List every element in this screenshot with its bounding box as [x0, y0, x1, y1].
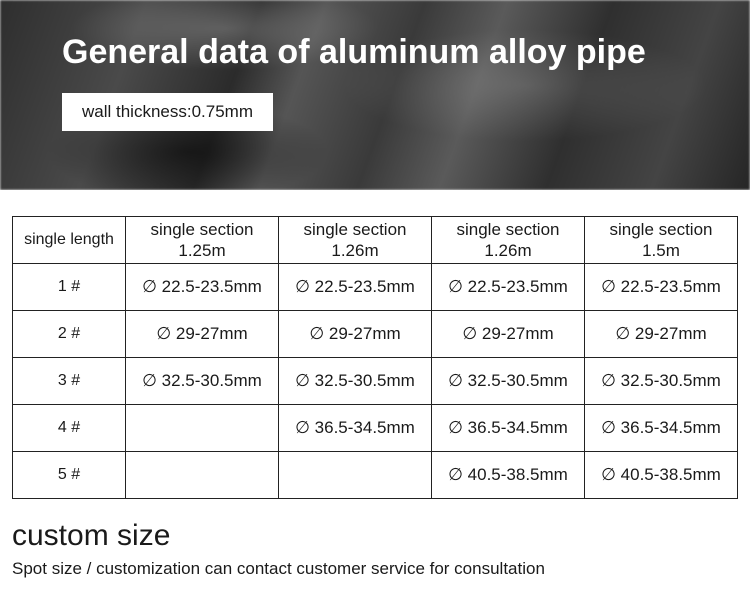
cell: ∅ 22.5-23.5mm	[126, 264, 279, 311]
cell: ∅ 32.5-30.5mm	[432, 358, 585, 405]
cell	[126, 452, 279, 499]
cell: ∅ 36.5-34.5mm	[585, 405, 738, 452]
thickness-chip: wall thickness:0.75mm	[62, 93, 273, 131]
row-label: 5 #	[13, 452, 126, 499]
cell: ∅ 40.5-38.5mm	[585, 452, 738, 499]
col-header-value: 1.25m	[130, 240, 274, 261]
cell: ∅ 32.5-30.5mm	[279, 358, 432, 405]
cell	[126, 405, 279, 452]
cell: ∅ 36.5-34.5mm	[432, 405, 585, 452]
cell: ∅ 36.5-34.5mm	[279, 405, 432, 452]
table-row: 4 # ∅ 36.5-34.5mm ∅ 36.5-34.5mm ∅ 36.5-3…	[13, 405, 738, 452]
row-label: 4 #	[13, 405, 126, 452]
cell: ∅ 22.5-23.5mm	[585, 264, 738, 311]
cell: ∅ 22.5-23.5mm	[432, 264, 585, 311]
table-header-row: single length single section 1.25m singl…	[13, 217, 738, 264]
col-header-value: 1.26m	[436, 240, 580, 261]
table-row: 1 # ∅ 22.5-23.5mm ∅ 22.5-23.5mm ∅ 22.5-2…	[13, 264, 738, 311]
cell: ∅ 29-27mm	[585, 311, 738, 358]
spec-table: single length single section 1.25m singl…	[12, 216, 738, 499]
row-label: 2 #	[13, 311, 126, 358]
row-label: 3 #	[13, 358, 126, 405]
page-title: General data of aluminum alloy pipe	[0, 0, 750, 73]
col-header-prefix: single section	[130, 219, 274, 240]
row-header-cell: single length	[13, 217, 126, 264]
footer: custom size Spot size / customization ca…	[0, 499, 750, 591]
spec-table-wrap: single length single section 1.25m singl…	[0, 190, 750, 499]
col-header: single section 1.5m	[585, 217, 738, 264]
cell: ∅ 29-27mm	[432, 311, 585, 358]
row-label: 1 #	[13, 264, 126, 311]
cell: ∅ 40.5-38.5mm	[432, 452, 585, 499]
cell: ∅ 32.5-30.5mm	[126, 358, 279, 405]
col-header-value: 1.26m	[283, 240, 427, 261]
col-header: single section 1.26m	[432, 217, 585, 264]
cell: ∅ 29-27mm	[279, 311, 432, 358]
table-row: 5 # ∅ 40.5-38.5mm ∅ 40.5-38.5mm	[13, 452, 738, 499]
col-header: single section 1.25m	[126, 217, 279, 264]
col-header-prefix: single section	[436, 219, 580, 240]
cell: ∅ 29-27mm	[126, 311, 279, 358]
footer-title: custom size	[12, 519, 738, 553]
col-header-value: 1.5m	[589, 240, 733, 261]
table-row: 3 # ∅ 32.5-30.5mm ∅ 32.5-30.5mm ∅ 32.5-3…	[13, 358, 738, 405]
cell: ∅ 32.5-30.5mm	[585, 358, 738, 405]
col-header-prefix: single section	[283, 219, 427, 240]
footer-subtitle: Spot size / customization can contact cu…	[12, 559, 738, 579]
cell: ∅ 22.5-23.5mm	[279, 264, 432, 311]
col-header-prefix: single section	[589, 219, 733, 240]
table-row: 2 # ∅ 29-27mm ∅ 29-27mm ∅ 29-27mm ∅ 29-2…	[13, 311, 738, 358]
col-header: single section 1.26m	[279, 217, 432, 264]
cell	[279, 452, 432, 499]
hero-banner: General data of aluminum alloy pipe wall…	[0, 0, 750, 190]
